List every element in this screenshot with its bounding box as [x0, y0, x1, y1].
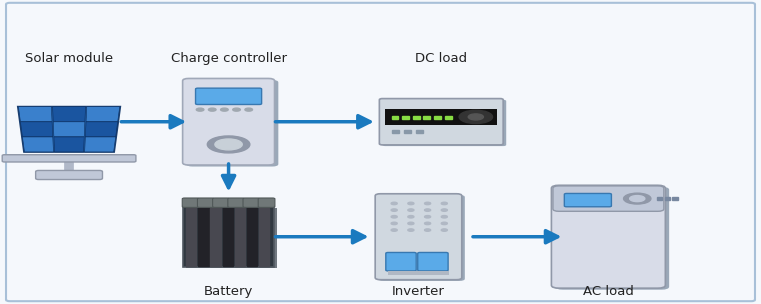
Text: AC load: AC load: [583, 285, 634, 298]
Text: DC load: DC load: [416, 52, 467, 65]
Circle shape: [221, 108, 228, 111]
FancyBboxPatch shape: [385, 109, 497, 125]
Bar: [416, 130, 423, 133]
Circle shape: [441, 202, 447, 205]
FancyBboxPatch shape: [258, 198, 275, 207]
FancyBboxPatch shape: [183, 78, 275, 165]
Circle shape: [408, 202, 414, 205]
FancyBboxPatch shape: [552, 185, 665, 288]
Circle shape: [391, 202, 397, 205]
FancyBboxPatch shape: [375, 194, 462, 280]
Text: Battery: Battery: [204, 285, 253, 298]
Circle shape: [425, 202, 431, 205]
Circle shape: [245, 108, 253, 111]
Circle shape: [425, 229, 431, 231]
Bar: [234, 208, 245, 266]
FancyBboxPatch shape: [382, 100, 506, 146]
Bar: [186, 208, 196, 266]
Circle shape: [233, 108, 240, 111]
Circle shape: [196, 108, 204, 111]
FancyBboxPatch shape: [6, 3, 755, 301]
FancyBboxPatch shape: [186, 80, 279, 167]
FancyBboxPatch shape: [565, 193, 611, 207]
Circle shape: [623, 193, 651, 204]
Circle shape: [425, 209, 431, 211]
Circle shape: [207, 136, 250, 153]
Bar: [247, 208, 257, 266]
FancyBboxPatch shape: [2, 155, 136, 162]
Polygon shape: [54, 137, 84, 152]
Circle shape: [391, 229, 397, 231]
Bar: [403, 130, 411, 133]
FancyBboxPatch shape: [183, 206, 274, 267]
Polygon shape: [53, 107, 85, 122]
Circle shape: [629, 195, 645, 202]
Circle shape: [391, 209, 397, 211]
Circle shape: [408, 216, 414, 218]
Bar: [444, 116, 451, 119]
Polygon shape: [18, 107, 52, 122]
FancyBboxPatch shape: [418, 252, 448, 271]
FancyBboxPatch shape: [553, 186, 664, 211]
FancyBboxPatch shape: [196, 88, 262, 105]
Bar: [259, 208, 269, 266]
Circle shape: [441, 222, 447, 225]
Circle shape: [391, 216, 397, 218]
FancyBboxPatch shape: [197, 198, 214, 207]
Circle shape: [209, 108, 216, 111]
Circle shape: [408, 222, 414, 225]
Circle shape: [468, 114, 483, 120]
Bar: [391, 116, 398, 119]
Circle shape: [391, 222, 397, 225]
Bar: [672, 197, 677, 200]
Bar: [434, 116, 441, 119]
Circle shape: [441, 209, 447, 211]
Bar: [222, 208, 233, 266]
Bar: [657, 197, 662, 200]
Circle shape: [408, 229, 414, 231]
Polygon shape: [21, 122, 53, 137]
FancyBboxPatch shape: [182, 198, 199, 207]
FancyBboxPatch shape: [378, 195, 465, 281]
Polygon shape: [85, 122, 118, 137]
FancyBboxPatch shape: [380, 98, 503, 145]
FancyBboxPatch shape: [388, 271, 449, 275]
Circle shape: [425, 216, 431, 218]
FancyBboxPatch shape: [186, 208, 277, 268]
Bar: [391, 130, 399, 133]
Text: Inverter: Inverter: [392, 285, 445, 298]
Text: Solar module: Solar module: [25, 52, 113, 65]
Circle shape: [441, 216, 447, 218]
Circle shape: [425, 222, 431, 225]
Bar: [210, 208, 221, 266]
Circle shape: [215, 139, 242, 150]
Circle shape: [408, 209, 414, 211]
Polygon shape: [86, 107, 119, 122]
Bar: [198, 208, 209, 266]
Circle shape: [441, 229, 447, 231]
Polygon shape: [53, 122, 85, 137]
FancyBboxPatch shape: [556, 187, 669, 290]
Polygon shape: [84, 137, 116, 152]
Bar: [412, 116, 419, 119]
Polygon shape: [18, 107, 120, 152]
Text: Charge controller: Charge controller: [170, 52, 287, 65]
FancyBboxPatch shape: [212, 198, 229, 207]
FancyBboxPatch shape: [36, 171, 103, 180]
Circle shape: [459, 110, 492, 123]
FancyBboxPatch shape: [228, 198, 244, 207]
FancyBboxPatch shape: [386, 252, 416, 271]
Bar: [664, 197, 670, 200]
FancyBboxPatch shape: [243, 198, 260, 207]
Polygon shape: [23, 137, 53, 152]
Bar: [402, 116, 409, 119]
Bar: [423, 116, 430, 119]
